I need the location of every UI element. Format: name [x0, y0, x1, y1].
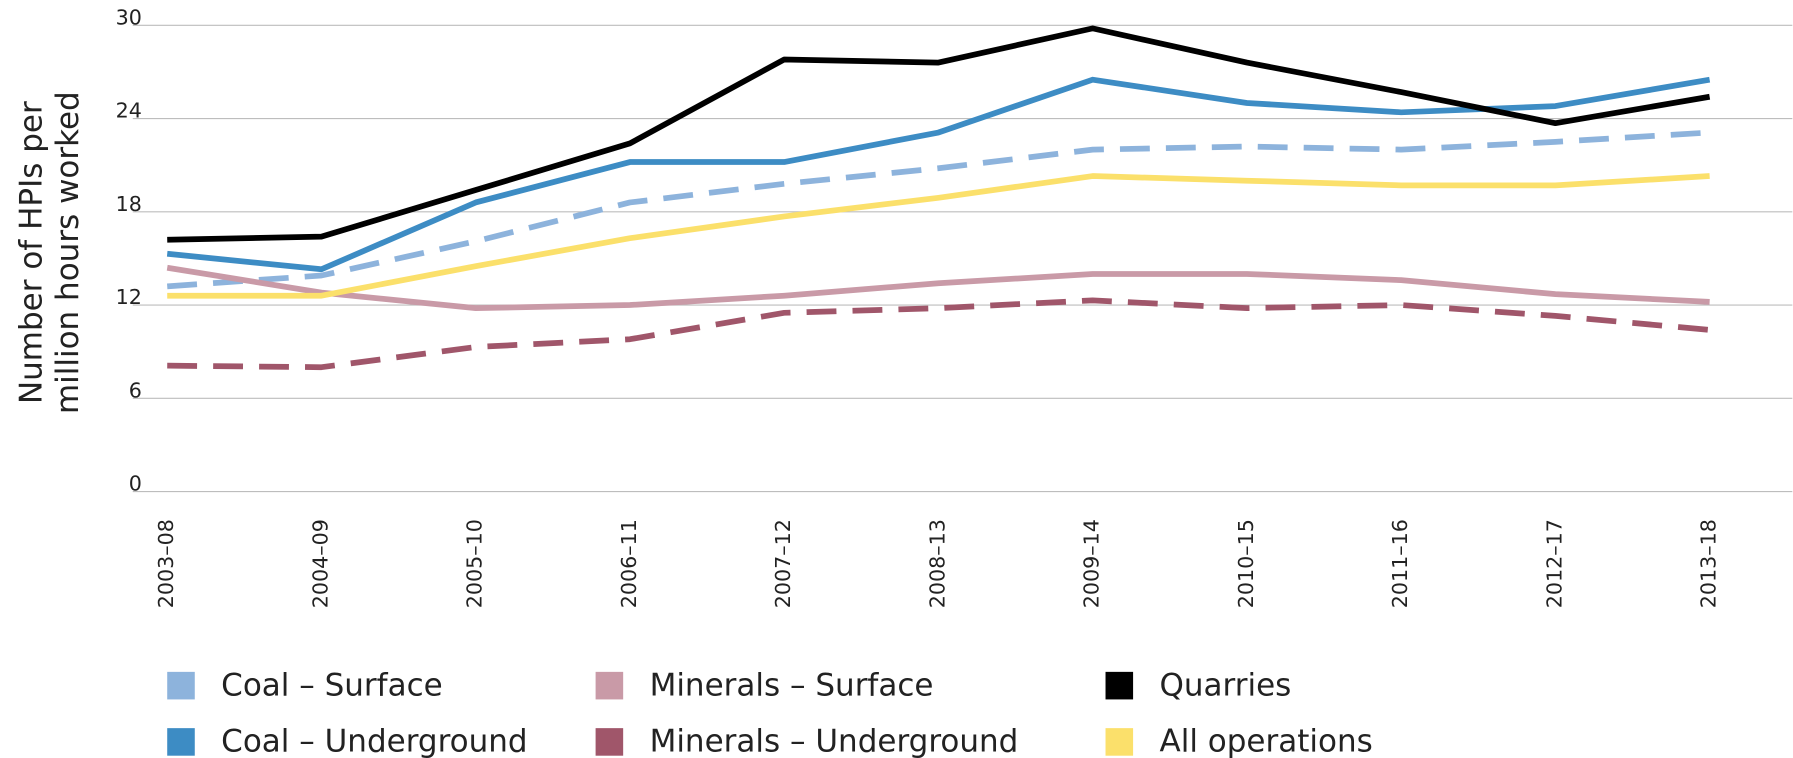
x-tick-label: 2013–18 — [1697, 519, 1721, 608]
legend-label: Coal – Underground — [221, 724, 527, 758]
chart: Number of HPIs permillion hours worked 0 6… — [0, 0, 1793, 758]
legend-label: Minerals – Surface — [650, 667, 934, 703]
y-tick-label: 0 — [129, 472, 142, 496]
x-tick-label: 2007–12 — [771, 519, 795, 608]
x-tick-label: 2003–08 — [154, 519, 178, 608]
y-tick-label: 12 — [116, 285, 142, 309]
y-axis-label: Number of HPIs per — [13, 101, 49, 404]
x-tick-label: 2012–17 — [1542, 519, 1566, 608]
legend-swatch — [167, 672, 195, 700]
x-tick-label: 2009–14 — [1080, 519, 1104, 608]
x-tick-label: 2010–15 — [1234, 519, 1258, 608]
y-tick-label: 30 — [116, 5, 142, 29]
legend-swatch — [596, 672, 624, 700]
grid — [133, 25, 1793, 491]
y-axis-label: million hours worked — [50, 91, 86, 414]
y-tick-label: 6 — [129, 378, 142, 402]
series-line — [167, 133, 1709, 287]
x-tick-label: 2008–13 — [925, 519, 949, 608]
x-tick-label: 2004–09 — [308, 519, 332, 608]
legend-swatch — [1106, 672, 1134, 700]
legend-swatch — [596, 728, 624, 756]
legend-label: Quarries — [1160, 667, 1292, 703]
x-tick-label: 2011–16 — [1388, 519, 1412, 608]
legend-label: Coal – Surface — [221, 667, 443, 703]
legend-label: All operations — [1160, 724, 1373, 758]
lines — [167, 28, 1709, 367]
legend-swatch — [1106, 728, 1134, 756]
legend-label: Minerals – Underground — [650, 724, 1019, 758]
y-tick-label: 18 — [116, 192, 142, 216]
y-tick-label: 24 — [116, 99, 142, 123]
series-line — [167, 300, 1709, 367]
legend-swatch — [167, 728, 195, 756]
x-tick-label: 2006–11 — [617, 519, 641, 608]
series-line — [167, 268, 1709, 308]
x-tick-label: 2005–10 — [463, 519, 487, 608]
